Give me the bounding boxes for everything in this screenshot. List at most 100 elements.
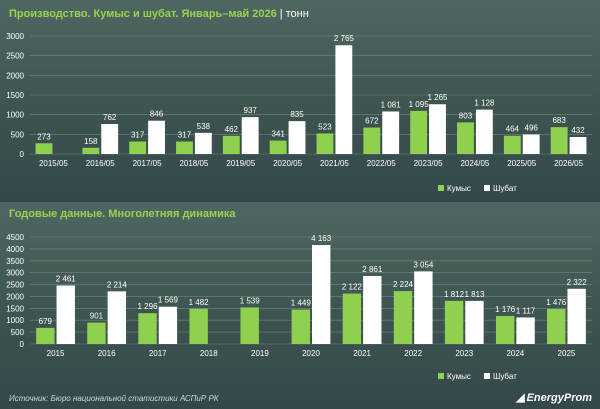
bottom-xtick-label: 2019 xyxy=(251,349,269,358)
top-ytick-label: 1500 xyxy=(6,91,24,100)
bottom-ytick-label: 0 xyxy=(20,340,25,349)
top-xtick-label: 2020/05 xyxy=(273,159,302,168)
top-data-label: 158 xyxy=(84,137,98,146)
top-xtick-label: 2024/05 xyxy=(460,159,489,168)
top-bar-shubat xyxy=(194,132,212,154)
bottom-ytick-label: 3000 xyxy=(6,269,24,278)
top-bar-shubat xyxy=(288,121,306,154)
top-data-label: 672 xyxy=(365,117,379,126)
bottom-data-label: 2 214 xyxy=(107,280,128,289)
title-separator: | xyxy=(279,8,283,20)
top-data-label: 1 095 xyxy=(409,100,430,109)
top-chart-title: Производство. Кумыс и шубат. Январь–май … xyxy=(9,8,277,20)
bottom-ytick-label: 4000 xyxy=(6,245,24,254)
bottom-xtick-label: 2015 xyxy=(47,349,65,358)
top-data-label: 846 xyxy=(150,110,164,119)
bottom-ytick-label: 500 xyxy=(11,328,25,337)
bottom-data-label: 2 322 xyxy=(567,278,588,287)
top-xtick-label: 2022/05 xyxy=(367,159,396,168)
bottom-xtick-label: 2025 xyxy=(558,349,576,358)
bottom-data-label: 1 296 xyxy=(138,302,159,311)
top-data-label: 538 xyxy=(197,122,211,131)
bottom-data-label: 1 449 xyxy=(291,299,312,308)
top-bar-kumys xyxy=(457,122,474,154)
top-xtick-label: 2015/05 xyxy=(39,159,68,168)
bottom-data-label: 1 813 xyxy=(464,290,485,299)
bottom-data-label: 2 461 xyxy=(56,274,77,283)
bottom-bar-kumys xyxy=(547,308,566,344)
bottom-chart-title-row: Годовые данные. Многолетняя динамика xyxy=(9,208,235,220)
top-bar-shubat xyxy=(101,124,119,154)
bottom-data-label: 2 224 xyxy=(393,280,414,289)
top-bar-kumys xyxy=(269,140,287,154)
top-bar-kumys xyxy=(410,110,428,154)
top-legend-label: Кумыс xyxy=(447,184,471,193)
top-data-label: 835 xyxy=(290,110,304,119)
bottom-bar-shubat xyxy=(465,300,484,344)
bottom-bar-shubat xyxy=(567,288,586,344)
top-data-label: 762 xyxy=(103,113,117,122)
bottom-bar-kumys xyxy=(189,308,208,344)
bottom-bar-kumys xyxy=(291,309,310,344)
top-bar-kumys xyxy=(503,135,521,154)
bottom-ytick-label: 2500 xyxy=(6,281,24,290)
bottom-bar-shubat xyxy=(516,317,535,344)
bottom-chart-panel: Годовые данные. Многолетняя динамика xyxy=(0,202,600,409)
bottom-xtick-label: 2018 xyxy=(200,349,218,358)
bottom-data-label: 1 476 xyxy=(546,298,567,307)
top-data-label: 432 xyxy=(571,126,585,135)
bottom-data-label: 1 117 xyxy=(516,306,536,315)
bottom-data-label: 3 054 xyxy=(413,260,434,269)
top-bar-shubat xyxy=(475,109,493,154)
bottom-legend-label: Шубат xyxy=(493,372,517,381)
bottom-xtick-label: 2022 xyxy=(404,349,422,358)
bottom-bar-shubat xyxy=(158,306,178,344)
energyprom-logo: ◢ EnergyProm xyxy=(516,391,592,404)
bottom-bar-chart: 0 500 1000 1500 2000 2500 3000 3500 4000 4500 679 2… xyxy=(6,233,592,381)
bottom-bar-kumys xyxy=(393,291,413,344)
source-note: Источник: Бюро национальной статистики А… xyxy=(9,394,219,403)
bottom-xtick-label: 2020 xyxy=(302,349,320,358)
top-legend-swatch xyxy=(438,185,444,191)
bottom-ytick-label: 1000 xyxy=(6,316,24,325)
bottom-bar-kumys xyxy=(36,327,55,344)
top-xtick-label: 2017/05 xyxy=(133,159,162,168)
top-bar-chart: 0 500 1000 1500 2000 2500 3000 273 2015/05 158 762… xyxy=(6,32,592,193)
top-bar-shubat xyxy=(522,134,540,154)
top-xtick-label: 2019/05 xyxy=(226,159,255,168)
top-data-label: 1 081 xyxy=(381,100,402,109)
bottom-bar-shubat xyxy=(312,245,331,344)
top-xtick-label: 2026/05 xyxy=(554,159,583,168)
top-ytick-label: 3000 xyxy=(6,32,24,41)
top-bar-shubat xyxy=(335,45,353,154)
top-data-label: 803 xyxy=(459,111,473,120)
top-ytick-label: 500 xyxy=(11,130,25,139)
top-data-label: 937 xyxy=(244,106,258,115)
bottom-data-label: 1 569 xyxy=(158,296,179,305)
logo-mark-icon: ◢ xyxy=(516,392,525,404)
bottom-ytick-label: 2000 xyxy=(6,292,24,301)
top-chart-unit: тонн xyxy=(285,8,309,20)
top-ytick-label: 1000 xyxy=(6,111,24,120)
top-xtick-label: 2025/05 xyxy=(507,159,536,168)
bottom-legend-swatch xyxy=(438,373,444,379)
top-xtick-label: 2021/05 xyxy=(320,159,349,168)
top-xtick-label: 2018/05 xyxy=(179,159,208,168)
bottom-bar-kumys xyxy=(342,293,362,344)
top-bar-kumys xyxy=(550,127,568,154)
bottom-bar-kumys xyxy=(495,316,515,344)
bottom-xtick-label: 2023 xyxy=(455,349,473,358)
bottom-xtick-label: 2016 xyxy=(98,349,116,358)
top-bar-shubat xyxy=(382,111,400,154)
top-bar-shubat xyxy=(241,117,259,154)
top-bar-kumys xyxy=(363,127,381,154)
top-bar-kumys xyxy=(35,143,53,154)
top-data-label: 464 xyxy=(506,125,520,134)
top-ytick-label: 2500 xyxy=(6,52,24,61)
bottom-bar-kumys xyxy=(444,300,464,344)
bottom-bar-shubat xyxy=(414,271,433,344)
top-legend-swatch xyxy=(484,185,490,191)
top-data-label: 496 xyxy=(525,123,539,132)
bottom-chart-title: Годовые данные. Многолетняя динамика xyxy=(9,208,236,220)
top-data-label: 1 128 xyxy=(474,99,495,108)
